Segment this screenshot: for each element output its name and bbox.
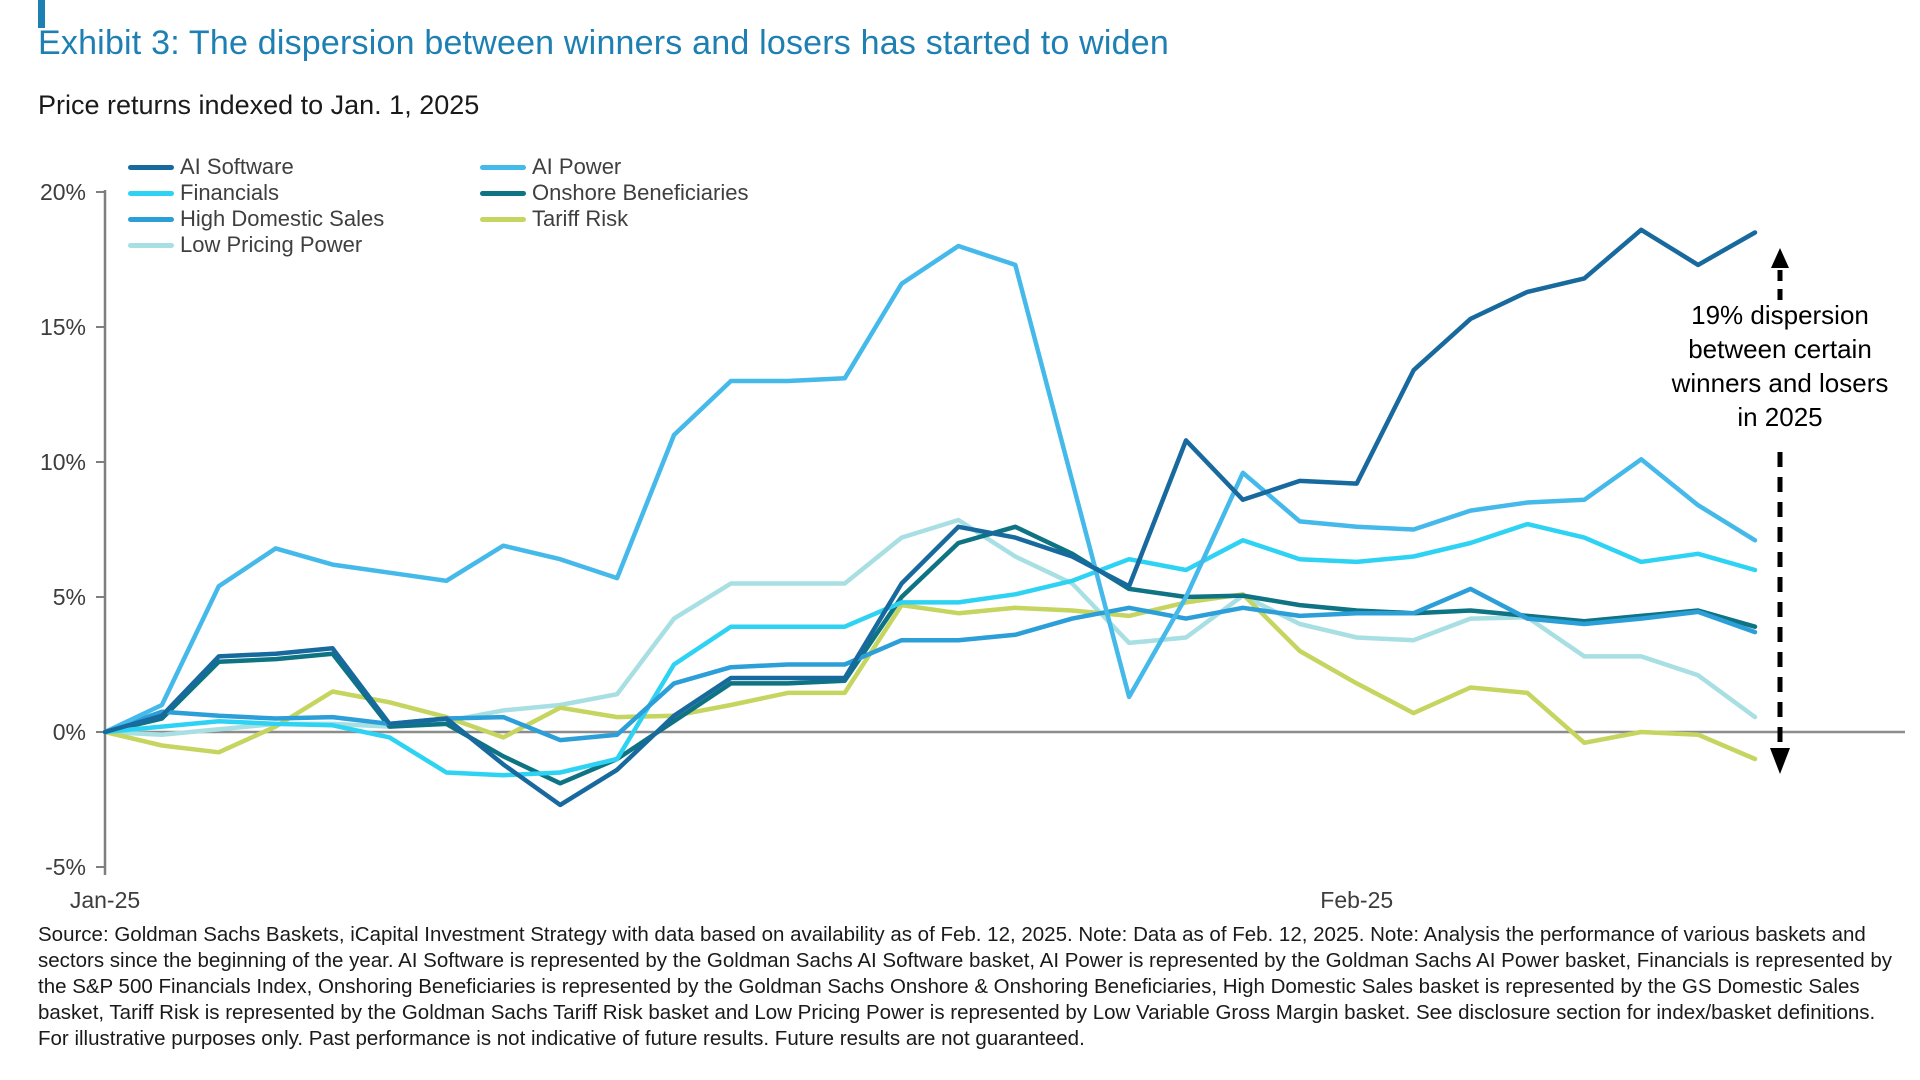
line-ai-software: [102, 227, 1758, 808]
dispersion-annotation: 19% dispersion between certain winners a…: [1671, 300, 1889, 432]
legend-item-ai-power: AI Power: [480, 154, 820, 180]
legend-item-financials: Financials: [128, 180, 480, 206]
legend-label: High Domestic Sales: [180, 206, 385, 231]
y-tick-label: 10%: [40, 449, 86, 475]
line-tariff-risk: [102, 592, 1758, 762]
legend-swatch-icon: [480, 164, 526, 170]
legend-swatch-icon: [128, 242, 174, 248]
line-low-pricing-power: [102, 517, 1758, 737]
source-note: Source: Goldman Sachs Baskets, iCapital …: [38, 923, 1892, 1050]
legend-swatch-icon: [128, 216, 174, 222]
legend-label: Financials: [180, 180, 280, 205]
legend-swatch-icon: [480, 216, 526, 222]
legend-label: Onshore Beneficiaries: [532, 180, 749, 205]
legend-item-high-domestic-sales: High Domestic Sales: [128, 206, 480, 232]
chart-legend: AI Software AI Power Financials Onshore …: [128, 154, 820, 258]
legend-label: AI Power: [532, 154, 622, 179]
accent-mark: [38, 0, 45, 28]
x-tick-label: Feb-25: [1320, 887, 1393, 913]
y-tick-label: 15%: [40, 314, 86, 340]
legend-label: Tariff Risk: [532, 206, 629, 231]
page-title: Exhibit 3: The dispersion between winner…: [38, 24, 1169, 62]
y-tick-label: 0%: [53, 719, 86, 745]
legend-item-low-pricing-power: Low Pricing Power: [128, 232, 480, 258]
y-tick-label: -5%: [45, 854, 86, 880]
legend-swatch-icon: [128, 190, 174, 196]
legend-item-tariff-risk: Tariff Risk: [480, 206, 820, 232]
legend-swatch-icon: [480, 190, 526, 196]
legend-swatch-icon: [128, 164, 174, 170]
page-subtitle: Price returns indexed to Jan. 1, 2025: [38, 90, 480, 120]
line-high-domestic-sales: [102, 586, 1758, 743]
legend-item-onshore-beneficiaries: Onshore Beneficiaries: [480, 180, 820, 206]
legend-label: Low Pricing Power: [180, 232, 363, 257]
down-arrowhead-icon: [1770, 748, 1790, 774]
up-arrowhead-icon: [1771, 248, 1789, 268]
line-financials: [102, 521, 1758, 778]
y-tick-label: 20%: [40, 179, 86, 205]
x-tick-label: Jan-25: [70, 887, 140, 913]
y-tick-label: 5%: [53, 584, 86, 610]
legend-item-ai-software: AI Software: [128, 154, 480, 180]
line-ai-power: [102, 243, 1758, 735]
legend-label: AI Software: [180, 154, 294, 179]
